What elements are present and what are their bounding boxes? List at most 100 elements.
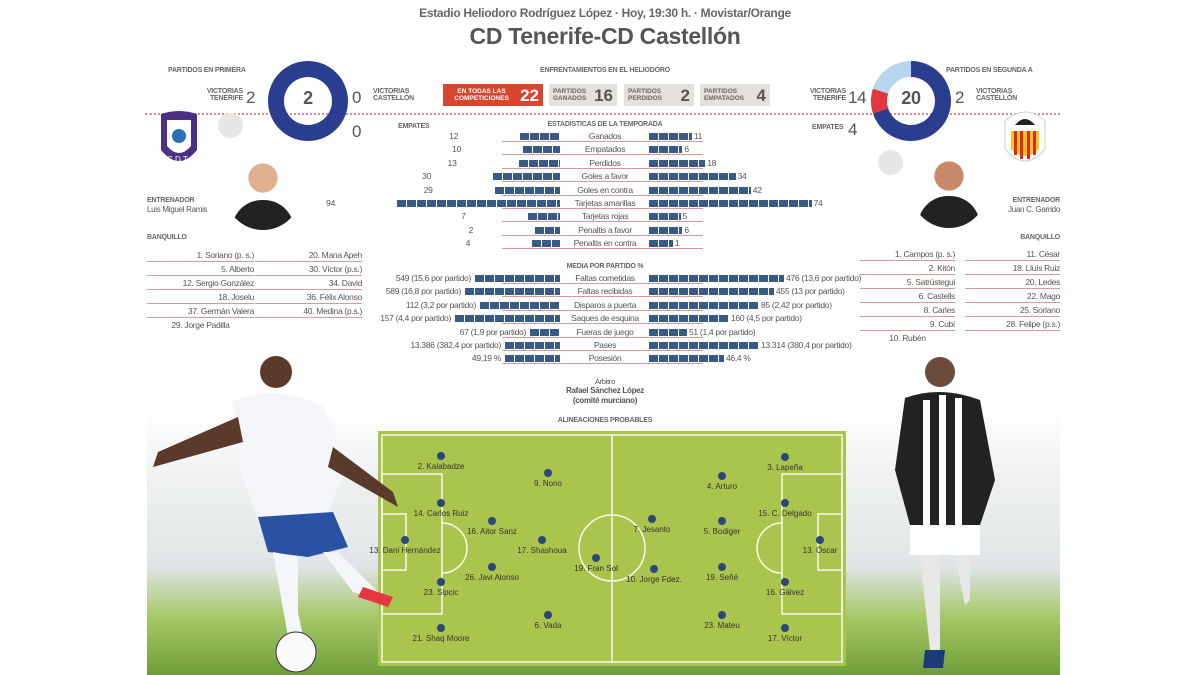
away-value: 74 [813, 198, 823, 208]
bench-player: 40. Medina (p.s.) [303, 306, 362, 316]
segunda-wins: 14 [848, 88, 867, 107]
bench-player: 20. Ledes [1025, 277, 1060, 287]
home-value: 12 [449, 131, 458, 141]
away-bar [649, 200, 812, 207]
tenerife-coach: Luis Miguel Ramis [147, 205, 208, 214]
away-value: 11 [693, 131, 703, 141]
home-value: 13.386 (382,4 por partido) [410, 340, 502, 350]
home-bar [535, 226, 560, 234]
primera-draws-label: EMPATES [398, 123, 430, 130]
stat-label: Tarjetas rojas [581, 211, 629, 222]
bench-player: 5. Satrústegui [906, 277, 956, 287]
avg-label: Disparos a puerta [574, 299, 636, 310]
home-value: 49,19 % [471, 353, 501, 364]
tenerife-coach-photo [224, 150, 302, 230]
home-value: 4 [465, 238, 471, 249]
home-value: 13 [447, 157, 457, 168]
away-value: 6 [684, 144, 689, 155]
avg-label: Fueras de juego [576, 326, 634, 337]
player-name: 13. Dani Hernández [369, 546, 441, 555]
home-bar [505, 355, 560, 363]
castellon-player-photo [895, 357, 995, 668]
player-name: 16. Gálvez [765, 588, 805, 597]
away-value: 18 [707, 157, 717, 168]
won-box: PARTIDOS GANADOS 16 [549, 84, 617, 106]
player-name: 4. Arturo [706, 482, 738, 491]
bench-player: 36. Félix Alonso [306, 292, 363, 302]
home-value: 30 [422, 171, 431, 182]
bench-line [147, 303, 254, 304]
segunda-losses: 2 [955, 88, 965, 107]
bench-line [965, 274, 1060, 275]
bench-line [255, 317, 362, 318]
bench-line [965, 316, 1060, 317]
player-name: 23. Sipcic [423, 588, 459, 597]
bench-line [860, 288, 955, 289]
won-value: 16 [594, 85, 613, 105]
referee-committee: (comité murciano) [572, 396, 638, 405]
home-value: 29 [423, 184, 433, 195]
segunda-draws-label: EMPATES [812, 124, 844, 131]
bench-player: 9. Cubí [929, 319, 956, 329]
segunda-title: PARTIDOS EN SEGUNDA A [946, 67, 1033, 74]
home-bar [518, 159, 560, 167]
all-value: 22 [520, 85, 539, 105]
home-bar [505, 342, 560, 349]
castellon-coach-photo [910, 148, 988, 228]
row-line [502, 350, 703, 351]
row-line [502, 363, 703, 365]
match-info: Estadio Heliodoro Rodríguez López · Hoy,… [419, 6, 791, 20]
avg-label: Saques de esquina [571, 313, 639, 324]
bench-line [860, 260, 955, 261]
away-bar [649, 226, 683, 234]
won-label: PARTIDOS GANADOS [553, 88, 587, 102]
row-line [502, 323, 703, 325]
primera-draws: 0 [352, 122, 362, 141]
player-name: 17. Shashoua [517, 546, 567, 555]
home-value: 67 (1,9 por partido) [459, 326, 527, 337]
all-label: EN TODAS LAS COMPETICIONES [454, 88, 509, 102]
donut-segment [871, 88, 889, 114]
bench-player: 34. David [328, 278, 363, 288]
home-value: 549 (15,6 por partido) [395, 273, 471, 283]
segunda-donut [871, 61, 951, 141]
segunda-draws: 4 [848, 120, 858, 139]
away-bar [649, 342, 759, 349]
heliodoro-title: ENFRENTAMIENTOS EN EL HELIODORO [540, 67, 670, 74]
bench-player: 6. Castells [918, 291, 956, 301]
tenerife-crest-icon: C D T [161, 111, 197, 164]
away-value: 160 (4,5 por partido) [731, 313, 802, 324]
away-value: 46,4 % [726, 353, 751, 364]
row-line [502, 167, 703, 169]
bench-line [147, 275, 254, 276]
bench-player: 5. Alberto [221, 264, 254, 274]
row-line [502, 234, 703, 236]
bench-line [255, 303, 362, 304]
bench-player: 1. Campos (p. s.) [894, 249, 955, 259]
bench-player: 10. Rubén [889, 333, 926, 343]
bench-player: 8. Carles [923, 305, 956, 315]
bench-line [147, 289, 254, 290]
home-bar [527, 213, 560, 221]
player-dot [538, 536, 546, 544]
player-name: 23. Mateu [704, 621, 740, 630]
drawn-label: PARTIDOS EMPATADOS [704, 88, 745, 102]
row-line [502, 208, 703, 209]
home-bar [465, 288, 560, 296]
primera-wins-label: VICTORIAS TENERIFE [206, 88, 243, 102]
pitch [378, 431, 846, 666]
castellon-coach-label: ENTRENADOR [1012, 197, 1061, 204]
bench-line [255, 261, 362, 262]
home-bar [475, 275, 560, 282]
referee-label: Árbitro [595, 377, 615, 386]
row-line [502, 283, 703, 284]
primera-losses-label: VICTORIAS CASTELLÓN [373, 88, 414, 102]
stat-label: Goles a favor [581, 171, 629, 182]
player-name: 7. Jesanto [633, 525, 671, 534]
season-stats-title: ESTADÍSTICAS DE LA TEMPORADA [547, 121, 663, 128]
player-name: 13. Óscar [802, 546, 838, 555]
away-value: 42 [752, 184, 762, 195]
player-name: 10. Jorge Fdez. [626, 575, 682, 584]
home-bar [480, 301, 560, 309]
player-dot [718, 517, 726, 525]
